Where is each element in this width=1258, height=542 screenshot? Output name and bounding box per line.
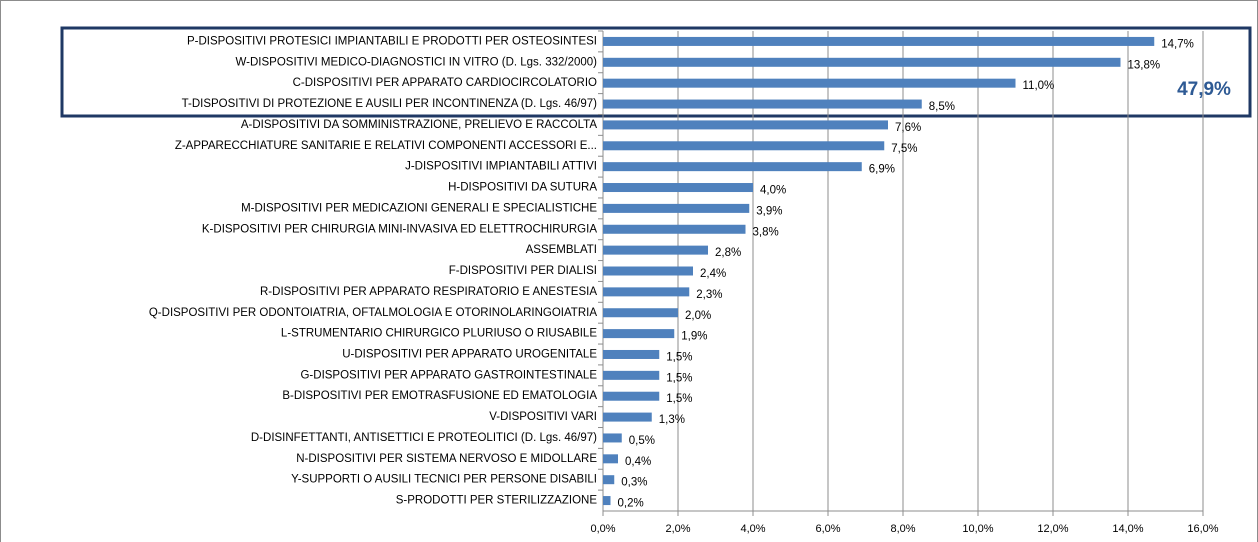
y-tick-label: R-DISPOSITIVI PER APPARATO RESPIRATORIO … — [260, 286, 597, 298]
y-tick-label: ASSEMBLATI — [526, 244, 597, 256]
data-label: 1,5% — [666, 393, 692, 405]
bar — [603, 433, 622, 443]
x-tick-label: 12,0% — [1037, 523, 1068, 535]
bar — [603, 329, 675, 339]
data-label: 7,5% — [891, 143, 917, 155]
x-tick-label: 14,0% — [1112, 523, 1143, 535]
data-label: 14,7% — [1161, 38, 1194, 50]
y-tick-label: K-DISPOSITIVI PER CHIRURGIA MINI-INVASIV… — [202, 223, 597, 235]
bar — [603, 475, 615, 485]
y-tick-label: A-DISPOSITIVI DA SOMMINISTRAZIONE, PRELI… — [241, 119, 597, 131]
y-tick-label: T-DISPOSITIVI DI PROTEZIONE E AUSILI PER… — [182, 98, 598, 110]
x-tick-label: 0,0% — [590, 523, 615, 535]
data-label: 3,9% — [756, 205, 782, 217]
data-label: 0,4% — [625, 456, 651, 468]
y-tick-label: D-DISINFETTANTI, ANTISETTICI E PROTEOLIT… — [251, 432, 597, 444]
data-label: 2,3% — [696, 289, 722, 301]
bar — [603, 370, 660, 380]
y-tick-label: V-DISPOSITIVI VARI — [489, 411, 597, 423]
bar — [603, 120, 888, 130]
bar — [603, 287, 690, 297]
data-label: 1,3% — [659, 414, 685, 426]
data-label: 7,6% — [895, 122, 921, 134]
bar — [603, 141, 885, 151]
y-tick-label: F-DISPOSITIVI PER DIALISI — [449, 265, 597, 277]
y-tick-label: J-DISPOSITIVI IMPIANTABILI ATTIVI — [405, 161, 597, 173]
bar — [603, 99, 922, 109]
data-label: 6,9% — [869, 164, 895, 176]
data-label: 1,5% — [666, 372, 692, 384]
bar — [603, 162, 862, 172]
bar — [603, 245, 708, 255]
x-tick-label: 4,0% — [740, 523, 765, 535]
data-label: 4,0% — [760, 185, 786, 197]
data-label: 2,4% — [700, 268, 726, 280]
highlight-box — [60, 26, 1252, 118]
data-label: 8,5% — [929, 101, 955, 113]
bar — [603, 308, 678, 318]
y-tick-label: S-PRODOTTI PER STERILIZZAZIONE — [396, 495, 598, 507]
y-tick-label: B-DISPOSITIVI PER EMOTRASFUSIONE ED EMAT… — [282, 390, 597, 402]
x-tick-label: 6,0% — [815, 523, 840, 535]
y-tick-label: U-DISPOSITIVI PER APPARATO UROGENITALE — [342, 349, 597, 361]
x-tick-label: 16,0% — [1187, 523, 1218, 535]
data-label: 2,8% — [715, 247, 741, 259]
bar — [603, 183, 753, 193]
data-label: 0,3% — [621, 477, 647, 489]
bar — [603, 57, 1121, 67]
y-tick-label: H-DISPOSITIVI DA SUTURA — [448, 182, 597, 194]
bar — [603, 349, 660, 359]
y-tick-label: Y-SUPPORTI O AUSILI TECNICI PER PERSONE … — [291, 474, 597, 486]
data-label: 1,5% — [666, 352, 692, 364]
bar — [603, 391, 660, 401]
y-tick-label: G-DISPOSITIVI PER APPARATO GASTROINTESTI… — [300, 369, 597, 381]
bar — [603, 224, 746, 234]
bar — [603, 412, 652, 422]
bar — [603, 36, 1155, 46]
data-label: 0,2% — [618, 498, 644, 510]
data-label: 3,8% — [753, 226, 779, 238]
bar — [603, 454, 618, 464]
y-tick-label: Q-DISPOSITIVI PER ODONTOIATRIA, OFTALMOL… — [149, 307, 597, 319]
y-tick-label: L-STRUMENTARIO CHIRURGICO PLURIUSO O RIU… — [281, 328, 597, 340]
y-tick-label: Z-APPARECCHIATURE SANITARIE E RELATIVI C… — [175, 140, 597, 152]
x-tick-label: 8,0% — [890, 523, 915, 535]
bar — [603, 203, 750, 213]
y-tick-label: W-DISPOSITIVI MEDICO-DIAGNOSTICI IN VITR… — [236, 56, 598, 68]
y-tick-label: C-DISPOSITIVI PER APPARATO CARDIOCIRCOLA… — [293, 77, 597, 89]
data-label: 11,0% — [1023, 80, 1055, 92]
bar — [603, 266, 693, 276]
bar — [603, 78, 1016, 88]
bar — [603, 496, 611, 506]
x-tick-label: 10,0% — [962, 523, 993, 535]
annotation: 47,9% — [1177, 79, 1231, 100]
data-label: 0,5% — [629, 435, 655, 447]
y-tick-label: P-DISPOSITIVI PROTESICI IMPIANTABILI E P… — [187, 35, 597, 47]
y-tick-label: N-DISPOSITIVI PER SISTEMA NERVOSO E MIDO… — [296, 453, 597, 465]
data-label: 13,8% — [1128, 59, 1161, 71]
y-tick-label: M-DISPOSITIVI PER MEDICAZIONI GENERALI E… — [241, 202, 597, 214]
data-label: 1,9% — [681, 331, 707, 343]
x-tick-label: 2,0% — [665, 523, 690, 535]
data-label: 2,0% — [685, 310, 711, 322]
